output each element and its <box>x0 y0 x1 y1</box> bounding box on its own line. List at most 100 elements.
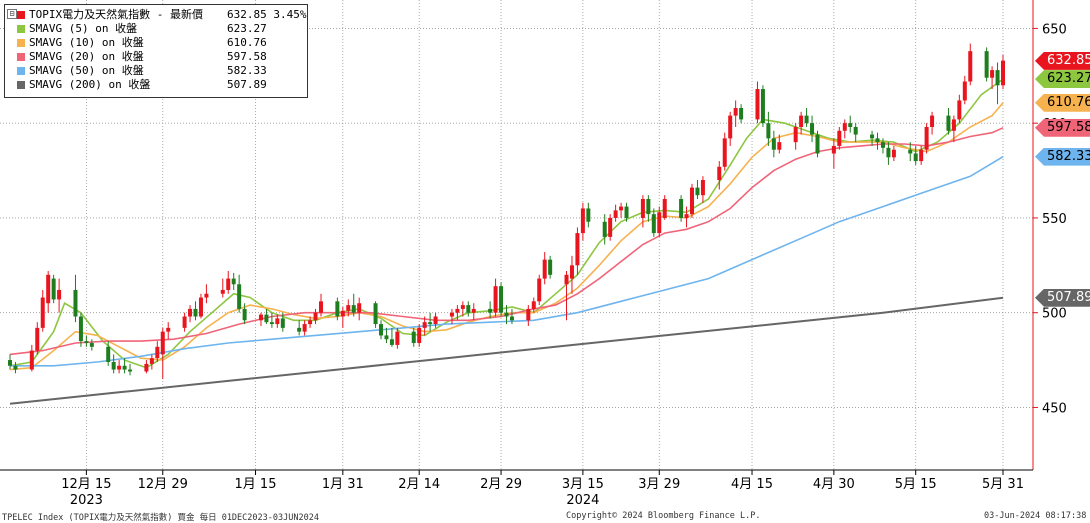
candle-body <box>804 115 809 124</box>
legend-swatch <box>17 39 25 47</box>
series-line-3 <box>9 127 1004 356</box>
candle-body <box>891 149 896 158</box>
candle-body <box>930 115 935 127</box>
price-tag: 597.58 <box>1035 118 1090 137</box>
legend-value: 507.89 <box>227 78 267 91</box>
candle-body <box>182 316 187 328</box>
y-tick-label: 650 <box>1042 22 1067 37</box>
candle-body <box>624 206 629 218</box>
candle-body <box>111 361 116 370</box>
candle-body <box>815 134 820 154</box>
y-tick-label: 550 <box>1042 212 1067 227</box>
candlesticks <box>8 43 1005 380</box>
legend-swatch <box>17 25 25 33</box>
candle-body <box>880 142 885 148</box>
legend-label: SMAVG (5) on 收盤 <box>29 22 138 35</box>
x-tick-label: 5月 15 <box>895 477 937 492</box>
candle-body <box>460 305 465 309</box>
candle-body <box>357 303 362 313</box>
candle-body <box>700 180 705 196</box>
candle-body <box>722 138 727 167</box>
candle-body <box>51 278 56 300</box>
candle-body <box>924 126 929 150</box>
candle-body <box>220 289 225 294</box>
candle-body <box>1001 60 1005 86</box>
x-tick-label: 12月 29 <box>138 477 188 492</box>
legend-item: SMAVG (50) on 收盤 582.33 <box>17 64 267 78</box>
candle-body <box>35 327 40 351</box>
candle-body <box>651 214 656 234</box>
legend-item: SMAVG (20) on 收盤 597.58 <box>17 50 267 64</box>
candle-body <box>984 51 989 78</box>
candle-body <box>302 324 307 332</box>
candle-body <box>946 115 951 131</box>
candle-body <box>531 301 536 309</box>
candle-body <box>384 335 389 340</box>
candle-body <box>231 278 236 285</box>
price-tag: 632.85 <box>1035 51 1090 70</box>
legend-value: 582.33 <box>227 64 267 77</box>
candle-body <box>957 100 962 120</box>
candle-body <box>46 274 51 304</box>
candle-body <box>690 187 695 215</box>
candle-body <box>810 123 815 135</box>
candle-body <box>351 305 356 313</box>
candle-body <box>308 320 313 325</box>
year-label: 2023 <box>70 493 103 508</box>
candle-body <box>646 198 651 215</box>
candle-body <box>275 318 280 325</box>
legend-label: SMAVG (20) on 收盤 <box>29 50 144 63</box>
candle-body <box>548 259 553 275</box>
candle-body <box>679 198 684 218</box>
candle-body <box>237 284 242 309</box>
candle-body <box>166 327 171 332</box>
candle-body <box>488 308 493 313</box>
legend-collapse-icon[interactable]: ⊟ <box>7 9 17 19</box>
x-tick-label: 12月 15 <box>61 477 111 492</box>
candle-body <box>193 308 198 317</box>
candle-body <box>13 365 18 370</box>
x-tick-label: 5月 31 <box>982 477 1024 492</box>
candle-body <box>379 324 384 336</box>
candle-body <box>117 365 122 370</box>
footer-source: TPELEC Index (TOPIX電力及天然氣指數) 賈金 每日 01DEC… <box>2 513 319 523</box>
candle-body <box>662 198 667 218</box>
price-tag: 610.76 <box>1035 93 1090 112</box>
y-tick-labels: 450500550600650 <box>1042 22 1067 416</box>
year-label: 2024 <box>566 493 599 508</box>
series-line-1 <box>9 78 1004 369</box>
candle-body <box>78 316 83 342</box>
legend-item: SMAVG (5) on 收盤 623.27 <box>17 22 267 36</box>
x-tick-label: 1月 31 <box>322 477 364 492</box>
candle-body <box>995 70 1000 86</box>
candle-body <box>373 303 378 325</box>
x-tick-label: 1月 15 <box>235 477 277 492</box>
candle-body <box>739 108 744 120</box>
candle-body <box>608 217 613 237</box>
candle-body <box>728 115 733 139</box>
candle-body <box>504 312 509 317</box>
price-tag: 507.89 <box>1035 288 1090 307</box>
y-tick-label: 450 <box>1042 401 1067 416</box>
legend-swatch <box>17 81 25 89</box>
candle-body <box>870 134 875 139</box>
candle-body <box>29 350 34 370</box>
candle-body <box>455 308 460 313</box>
candle-body <box>128 369 133 372</box>
candle-body <box>433 316 438 325</box>
candle-body <box>908 149 913 154</box>
y-tick-label: 500 <box>1042 307 1067 322</box>
legend-value: 597.58 <box>227 50 267 63</box>
candle-body <box>799 115 804 127</box>
candle-body <box>73 289 78 317</box>
candle-body <box>198 297 203 317</box>
candle-body <box>40 297 45 328</box>
candle-body <box>875 138 880 143</box>
candle-body <box>417 327 422 344</box>
legend-swatch <box>17 53 25 61</box>
candle-body <box>575 233 580 266</box>
candle-body <box>837 130 842 146</box>
legend-swatch <box>17 67 25 75</box>
candle-body <box>509 316 514 321</box>
candle-body <box>951 119 956 131</box>
